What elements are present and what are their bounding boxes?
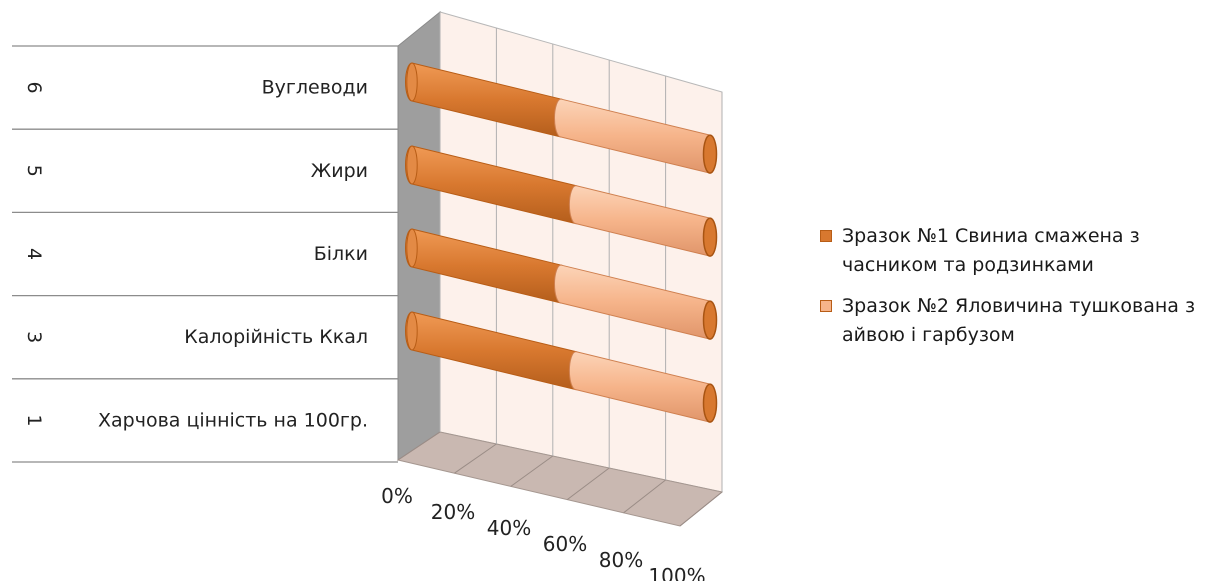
- legend-item-series-1: Зразок №1 Свиниа смажена з часником та р…: [820, 222, 1220, 280]
- legend-swatch-series-2: [820, 300, 832, 312]
- category-number-5: 5: [23, 165, 45, 177]
- category-number-6: 6: [23, 82, 45, 94]
- legend-label-series-2: Зразок №2 Яловичина тушкована з айвою і …: [842, 295, 1196, 346]
- bar-end-cap-cat-6: [702, 134, 718, 174]
- category-label-4: Білки: [314, 243, 368, 265]
- category-label-1: Харчова цінність на 100гр.: [98, 409, 368, 431]
- x-tick-label-80pct: 80%: [599, 548, 643, 572]
- x-tick-label-100pct: 100%: [648, 564, 705, 581]
- legend-label-series-1: Зразок №1 Свиниа смажена з часником та р…: [842, 225, 1140, 276]
- legend: Зразок №1 Свиниа смажена з часником та р…: [820, 222, 1220, 362]
- bar-end-cap-cat-5: [702, 217, 718, 257]
- floor-gridline-100: [679, 491, 723, 527]
- x-tick-label-40pct: 40%: [487, 516, 531, 540]
- bar-start-cap-cat-6: [406, 62, 418, 102]
- floor-gridline-80: [623, 479, 666, 514]
- floor-gridline-40: [510, 455, 554, 487]
- category-label-5: Жири: [311, 160, 368, 182]
- category-number-1: 1: [23, 414, 45, 426]
- category-label-6: Вуглеводи: [262, 77, 368, 99]
- floor-gridline-0: [397, 431, 441, 461]
- x-tick-label-60pct: 60%: [543, 532, 587, 556]
- floor-gridline-60: [566, 467, 610, 500]
- category-label-3: Калорійність Ккал: [184, 326, 368, 348]
- category-number-4: 4: [23, 248, 45, 260]
- legend-item-series-2: Зразок №2 Яловичина тушкована з айвою і …: [820, 292, 1220, 350]
- x-tick-label-0pct: 0%: [381, 484, 413, 508]
- legend-swatch-series-1: [820, 230, 832, 242]
- bar-start-cap-cat-4: [406, 228, 418, 268]
- floor-gridline-20: [454, 443, 497, 474]
- bar-start-cap-cat-5: [406, 145, 418, 185]
- bar-end-cap-cat-4: [702, 300, 718, 340]
- x-tick-label-20pct: 20%: [431, 500, 475, 524]
- bar-end-cap-cat-3: [702, 383, 718, 423]
- bar-start-cap-cat-3: [406, 311, 418, 351]
- category-number-3: 3: [23, 331, 45, 343]
